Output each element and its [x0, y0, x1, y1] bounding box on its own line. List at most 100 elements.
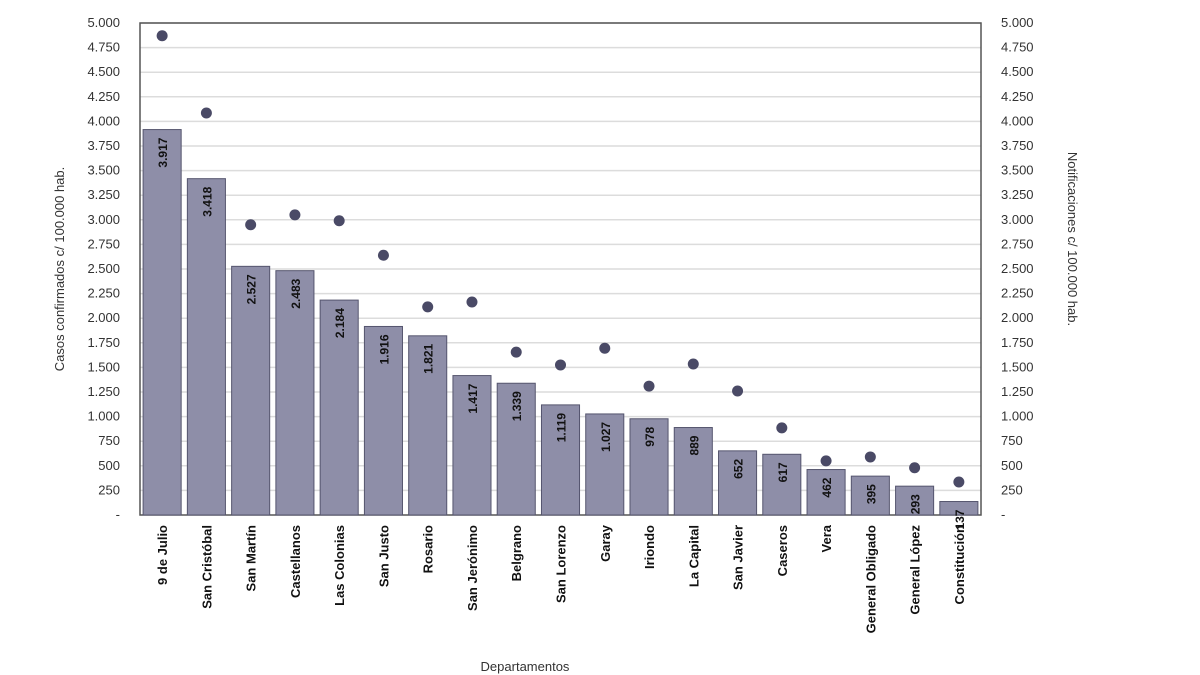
y2-tick-label: 1.750 — [1001, 335, 1034, 350]
bar — [186, 178, 226, 516]
y-tick-label: 2.500 — [87, 261, 120, 276]
y2-tick-label: 3.500 — [1001, 163, 1034, 178]
y2-tick-label: 250 — [1001, 482, 1023, 497]
y2-tick-label: 1.000 — [1001, 409, 1034, 424]
y-tick-label: 2.750 — [87, 236, 120, 251]
bar-data-label: 1.417 — [466, 383, 480, 413]
bar-data-label: 1.027 — [599, 422, 613, 452]
bar-data-label: 2.527 — [245, 274, 259, 304]
bar-data-label: 2.184 — [333, 308, 347, 338]
y2-tick-label: 2.750 — [1001, 236, 1034, 251]
y-tick-label: 4.750 — [87, 40, 120, 55]
x-tick-label: Rosario — [421, 525, 436, 573]
scatter-point — [245, 219, 257, 231]
y-tick-label: 5.000 — [87, 15, 120, 30]
scatter-point — [200, 107, 212, 119]
scatter-point — [333, 215, 345, 227]
scatter-point — [776, 422, 788, 434]
y-tick-label: 4.000 — [87, 113, 120, 128]
y-tick-label: 4.250 — [87, 89, 120, 104]
scatter-point — [643, 380, 655, 392]
y-tick-label: 1.500 — [87, 359, 120, 374]
x-tick-label: San Jerónimo — [465, 525, 480, 611]
y2-tick-label: 500 — [1001, 458, 1023, 473]
x-tick-label: San Javier — [731, 525, 746, 590]
bar-data-label: 617 — [776, 462, 790, 482]
y2-tick-label: 4.250 — [1001, 89, 1034, 104]
y2-tick-label: 3.750 — [1001, 138, 1034, 153]
bar — [231, 265, 271, 516]
x-tick-label: Belgrano — [509, 525, 524, 581]
y2-axis-title: Notificaciones c/ 100.000 hab. — [1065, 152, 1080, 326]
y2-tick-label: 5.000 — [1001, 15, 1034, 30]
bar — [142, 129, 182, 516]
bar — [452, 375, 492, 516]
x-tick-label: San Justo — [376, 525, 391, 587]
y2-tick-label: - — [1001, 507, 1005, 522]
y2-tick-label: 3.000 — [1001, 212, 1034, 227]
y-tick-label: 250 — [98, 482, 120, 497]
bar — [496, 382, 536, 516]
scatter-point — [555, 359, 566, 371]
y2-tick-label: 2.250 — [1001, 286, 1034, 301]
x-tick-label: 9 de Julio — [155, 525, 170, 585]
x-tick-label: La Capital — [686, 525, 701, 587]
bar — [673, 427, 713, 516]
y2-tick-label: 1.500 — [1001, 359, 1034, 374]
bar-data-label: 652 — [732, 459, 746, 479]
bar-data-label: 293 — [909, 494, 923, 514]
x-tick-label: San Martín — [244, 525, 259, 592]
x-tick-label: Garay — [598, 524, 613, 562]
x-axis-title: Departamentos — [481, 659, 570, 674]
scatter-point — [732, 385, 744, 397]
scatter-point — [687, 358, 699, 370]
bar — [806, 469, 846, 516]
x-tick-label: San Cristóbal — [199, 525, 214, 609]
x-tick-label: Vera — [819, 524, 834, 552]
bar-data-label: 1.339 — [510, 391, 524, 421]
bar — [895, 485, 935, 516]
scatter-point — [953, 476, 965, 488]
y-tick-label: 3.500 — [87, 163, 120, 178]
bar — [762, 453, 802, 516]
scatter-point — [599, 342, 611, 354]
x-tick-label: General Obligado — [863, 525, 878, 633]
y-tick-label: 1.750 — [87, 335, 120, 350]
y-axis-title: Casos confirmados c/ 100.000 hab. — [52, 167, 67, 372]
bar-data-label: 1.821 — [422, 343, 436, 373]
y-tick-label: 1.000 — [87, 409, 120, 424]
x-tick-label: Las Colonias — [332, 525, 347, 606]
y-tick-label: 2.250 — [87, 286, 120, 301]
scatter-point — [864, 451, 876, 463]
bar-data-label: 889 — [687, 435, 701, 455]
x-tick-label: Castellanos — [288, 525, 303, 598]
bar — [629, 418, 669, 516]
y2-tick-label: 4.750 — [1001, 40, 1034, 55]
y-tick-label: - — [116, 507, 120, 522]
scatter-point — [377, 249, 389, 261]
y2-tick-label: 4.500 — [1001, 64, 1034, 79]
scatter-point — [289, 209, 301, 221]
y2-tick-label: 3.250 — [1001, 187, 1034, 202]
x-tick-label: San Lorenzo — [554, 525, 569, 603]
scatter-point — [820, 455, 832, 467]
y-tick-label: 4.500 — [87, 64, 120, 79]
x-tick-label: Constitución — [952, 525, 967, 604]
y-tick-label: 500 — [98, 458, 120, 473]
scatter-point — [422, 301, 434, 313]
y-tick-label: 3.250 — [87, 187, 120, 202]
x-tick-label: General López — [908, 525, 923, 615]
y-tick-label: 750 — [98, 433, 120, 448]
bar-data-label: 1.119 — [555, 413, 569, 443]
bar — [363, 325, 403, 516]
y2-tick-label: 2.500 — [1001, 261, 1034, 276]
bar — [408, 335, 448, 516]
y-tick-label: 2.000 — [87, 310, 120, 325]
bar-data-label: 462 — [820, 477, 834, 497]
bar — [850, 475, 890, 516]
scatter-point — [510, 346, 522, 358]
bar — [585, 413, 625, 516]
scatter-point — [156, 30, 168, 42]
bar-data-label: 2.483 — [289, 278, 303, 308]
